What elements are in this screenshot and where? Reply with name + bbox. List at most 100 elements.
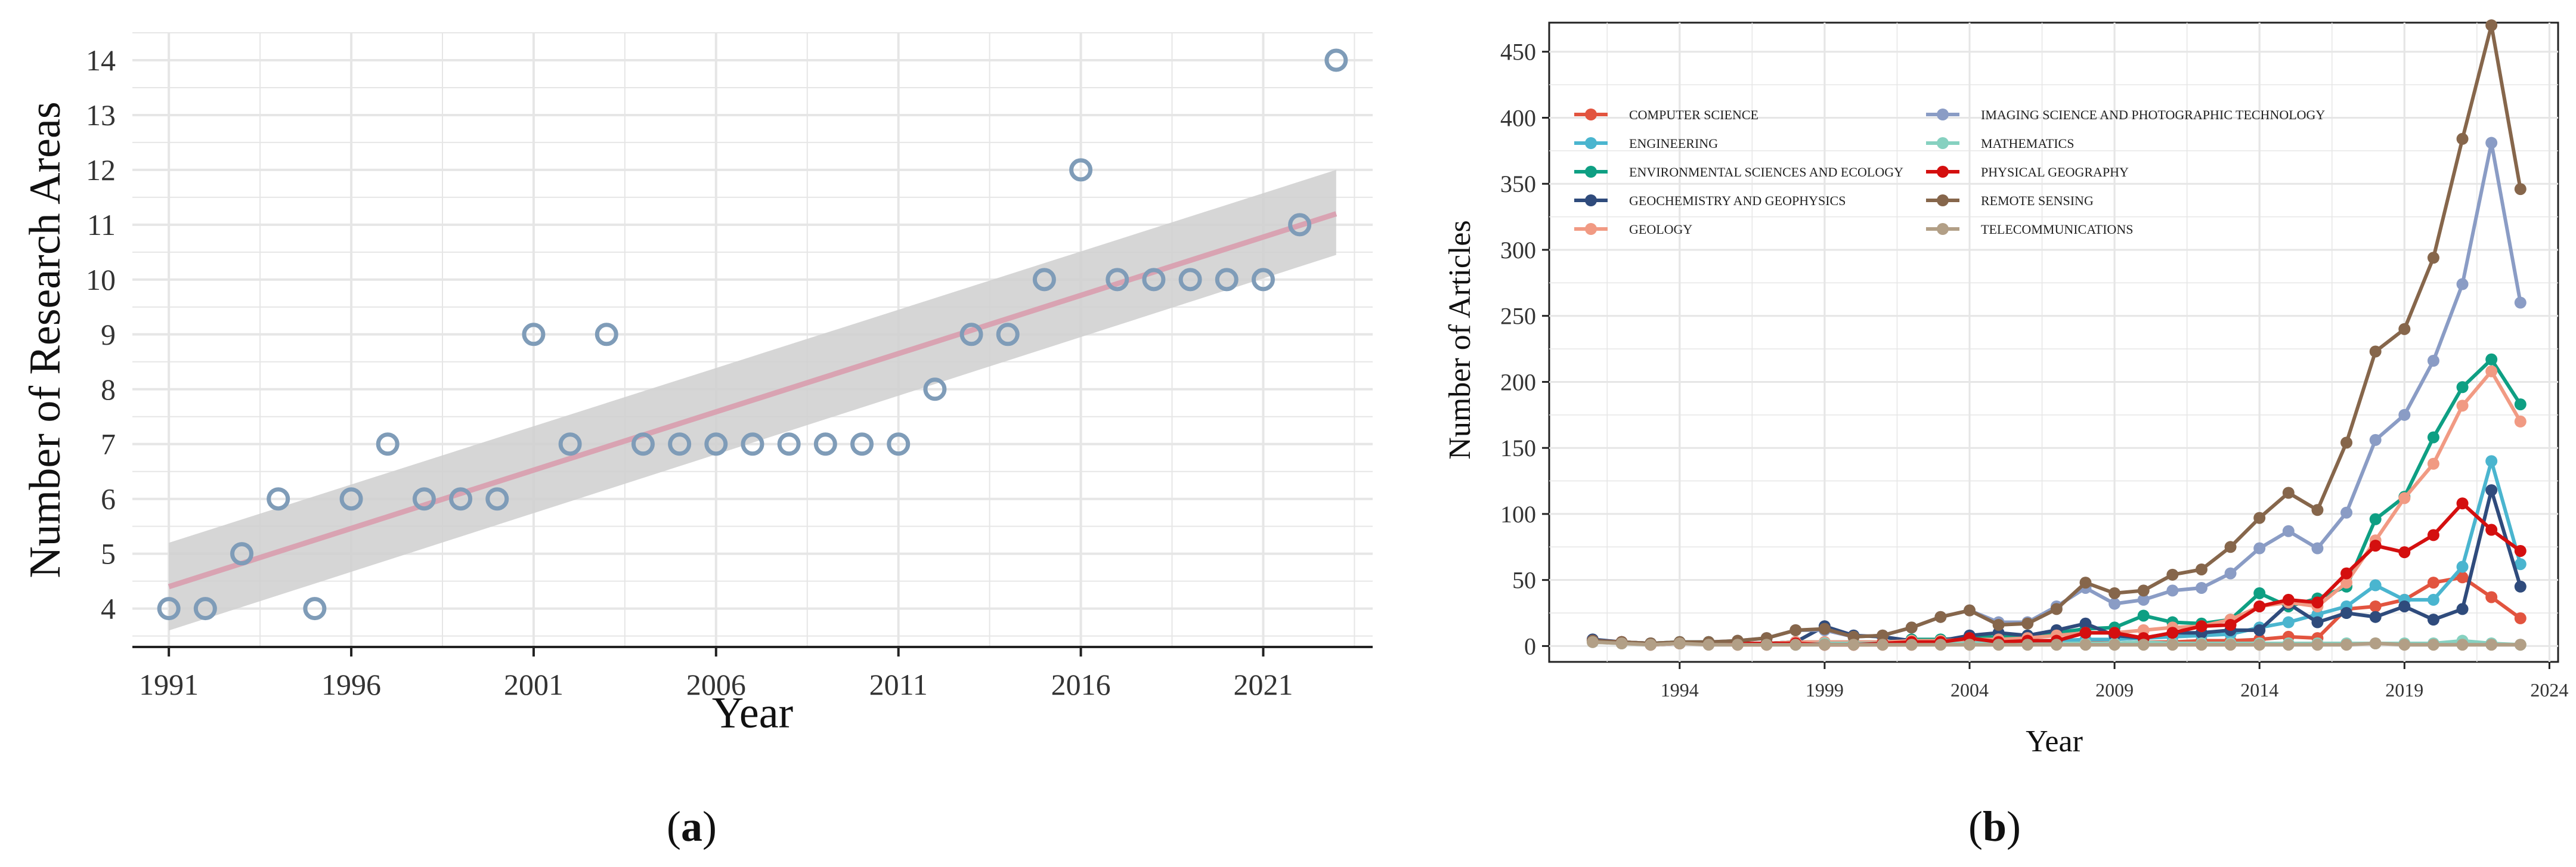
panel-b-data-point bbox=[2109, 587, 2121, 599]
panel-a-data-point bbox=[959, 323, 983, 346]
panel-a-data-point bbox=[193, 597, 217, 621]
panel-b-data-point bbox=[1732, 639, 1744, 651]
panel-a-y-tick-label: 11 bbox=[87, 208, 116, 241]
panel-b-y-tick-label: 450 bbox=[1500, 39, 1536, 66]
panel-a: 1991 1996 2001 2006 2011 2016 2021 4 5 6 7 8 9 10 11 1… bbox=[21, 32, 1373, 738]
panel-a-y-tick-label: 13 bbox=[86, 98, 116, 132]
panel-b-data-point bbox=[2398, 546, 2411, 559]
panel-a-data-point bbox=[813, 432, 837, 456]
panel-a-data-point bbox=[704, 432, 728, 456]
panel-b-data-point bbox=[2514, 612, 2527, 624]
panel-a-data-point bbox=[668, 432, 692, 456]
panel-a-x-tick-label: 1991 bbox=[139, 668, 199, 701]
caption-b-open: ( bbox=[1968, 803, 1983, 850]
panel-b-legend-item: GEOCHEMISTRY AND GEOPHYSICS bbox=[1574, 193, 1846, 208]
panel-a-y-tick-label: 6 bbox=[101, 482, 116, 516]
panel-b-data-point bbox=[1789, 624, 1802, 636]
panel-b-data-point bbox=[2485, 591, 2498, 603]
panel-b-data-point bbox=[2369, 513, 2382, 525]
panel-b-legend-swatch-dot bbox=[1937, 223, 1949, 235]
panel-b-data-point bbox=[2369, 637, 2382, 649]
caption-b-close: ) bbox=[2007, 803, 2021, 850]
panel-b-data-point bbox=[2166, 639, 2179, 651]
panel-b-data-point bbox=[2514, 296, 2527, 309]
panel-b-y-tick-label: 250 bbox=[1500, 303, 1536, 330]
panel-b-legend-item: COMPUTER SCIENCE bbox=[1574, 107, 1758, 122]
panel-b-legend-swatch-dot bbox=[1937, 166, 1949, 178]
panel-b-data-point bbox=[2195, 639, 2207, 651]
panel-a-data-point bbox=[267, 487, 290, 511]
panel-b-legend-item: REMOTE SENSING bbox=[1926, 193, 2094, 208]
panel-b-legend-swatch-dot bbox=[1585, 194, 1597, 206]
panel-b-y-tick-label: 400 bbox=[1500, 104, 1536, 131]
panel-b-data-point bbox=[2398, 492, 2411, 504]
panel-b-data-point bbox=[2427, 431, 2439, 444]
panel-b-data-point bbox=[1964, 604, 1976, 617]
panel-b-data-point bbox=[2398, 639, 2411, 651]
panel-b-legend-label: REMOTE SENSING bbox=[1981, 193, 2094, 208]
panel-b-data-point bbox=[1818, 623, 1831, 635]
panel-a-x-ticks: 1991 1996 2001 2006 2011 2016 2021 bbox=[139, 647, 1293, 701]
panel-b-data-point bbox=[2456, 132, 2469, 145]
panel-b-data-point bbox=[2398, 600, 2411, 612]
panel-b-data-point bbox=[2485, 455, 2498, 467]
panel-b-legend-item: ENVIRONMENTAL SCIENCES AND ECOLOGY bbox=[1574, 165, 1903, 179]
panel-b-data-point bbox=[2427, 614, 2439, 626]
panel-b-x-tick-label: 2004 bbox=[1950, 679, 1989, 701]
panel-b-data-point bbox=[2282, 639, 2295, 651]
panel-b-legend-swatch-dot bbox=[1937, 137, 1949, 149]
panel-b-x-tick-label: 2019 bbox=[2385, 679, 2423, 701]
panel-b-data-point bbox=[2514, 580, 2527, 593]
panel-a-data-point bbox=[412, 487, 436, 511]
panel-a-data-point bbox=[558, 432, 582, 456]
panel-b-y-axis-label: Number of Articles bbox=[1443, 220, 1477, 459]
panel-b-data-point bbox=[2311, 542, 2324, 555]
panel-a-data-point bbox=[230, 542, 254, 566]
panel-b-data-point bbox=[2427, 593, 2439, 606]
panel-b-data-point bbox=[2195, 620, 2207, 633]
panel-b-data-point bbox=[2137, 593, 2150, 606]
panel-b-data-point bbox=[2253, 512, 2266, 524]
panel-a-data-point bbox=[339, 487, 363, 511]
panel-b-data-point bbox=[2369, 433, 2382, 446]
panel-b-legend-swatch-dot bbox=[1585, 137, 1597, 149]
panel-b: 1994 1999 2004 2009 2014 2019 2024 0 50 100 150 20… bbox=[1443, 19, 2568, 758]
panel-b-data-point bbox=[1760, 639, 1773, 651]
panel-b-data-point bbox=[2137, 609, 2150, 622]
panel-a-trend-line bbox=[168, 211, 1337, 590]
panel-b-x-tick-label: 2024 bbox=[2530, 679, 2568, 701]
panel-b-data-point bbox=[2253, 624, 2266, 636]
panel-b-y-tick-label: 200 bbox=[1500, 369, 1536, 395]
panel-b-y-tick-label: 150 bbox=[1500, 435, 1536, 462]
panel-b-series-telecommunications bbox=[1586, 636, 2527, 651]
panel-b-legend-swatch-dot bbox=[1937, 194, 1949, 206]
panel-a-data-point bbox=[595, 323, 618, 346]
panel-a-x-tick-label: 2021 bbox=[1233, 668, 1293, 701]
panel-b-data-point bbox=[2456, 571, 2469, 584]
panel-b-data-point bbox=[1877, 639, 1889, 651]
svg-text:(b): (b) bbox=[1968, 803, 2021, 850]
panel-b-legend: COMPUTER SCIENCE ENGINEERING ENVIRONMENTAL… bbox=[1574, 107, 2325, 237]
panel-b-legend-swatch-dot bbox=[1585, 166, 1597, 178]
panel-b-y-tick-label: 300 bbox=[1500, 237, 1536, 264]
panel-b-data-point bbox=[2369, 579, 2382, 592]
panel-a-data-point bbox=[741, 432, 764, 456]
panel-b-legend-item: TELECOMMUNICATIONS bbox=[1926, 222, 2133, 237]
panel-b-legend-item: IMAGING SCIENCE AND PHOTOGRAPHIC TECHNOL… bbox=[1926, 107, 2325, 122]
panel-b-data-point bbox=[2485, 137, 2498, 149]
panel-b-data-point bbox=[2340, 567, 2353, 580]
panel-a-data-point bbox=[1215, 268, 1239, 292]
panel-b-data-point bbox=[2340, 607, 2353, 620]
panel-b-legend-item: ENGINEERING bbox=[1574, 136, 1718, 151]
panel-b-data-point bbox=[2166, 568, 2179, 581]
panel-a-data-point bbox=[485, 487, 509, 511]
panel-b-data-point bbox=[2311, 616, 2324, 628]
panel-b-legend-label: ENVIRONMENTAL SCIENCES AND ECOLOGY bbox=[1629, 165, 1903, 179]
panel-b-data-point bbox=[2514, 415, 2527, 428]
panel-b-data-point bbox=[2456, 639, 2469, 651]
panel-b-data-point bbox=[2427, 577, 2439, 589]
panel-a-data-point bbox=[157, 597, 181, 621]
panel-b-data-point bbox=[2427, 639, 2439, 651]
panel-b-data-point bbox=[2514, 558, 2527, 571]
panel-b-data-point bbox=[2340, 639, 2353, 651]
